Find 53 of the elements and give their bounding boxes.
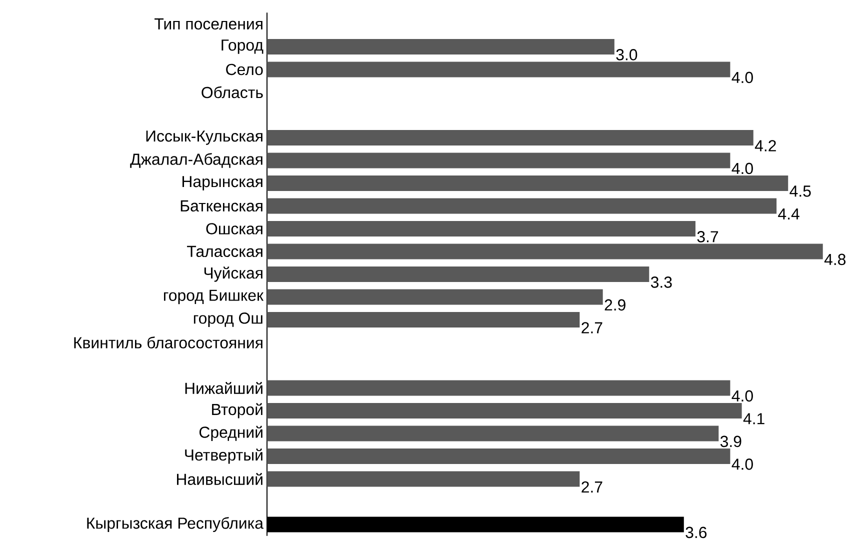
y-tick-label: Тип поселения (154, 18, 262, 30)
bar (267, 402, 742, 418)
y-tick-label: Кыргызская Республика (87, 516, 264, 532)
data-label: 4.0 (732, 458, 753, 470)
bar (267, 198, 777, 214)
data-label: 3.7 (697, 231, 718, 242)
y-tick-label: Джалал-Абадская (130, 153, 262, 168)
y-tick-label: город Бишкек (164, 290, 264, 304)
bar (267, 289, 603, 305)
bar (267, 244, 823, 260)
bar (267, 220, 696, 236)
y-tick-label: Чуйская (204, 266, 262, 282)
bar (267, 471, 580, 487)
y-tick-label: Наивысший (177, 472, 262, 485)
data-label: 4.0 (732, 72, 753, 84)
bar (267, 380, 730, 396)
data-label: 4.1 (743, 413, 764, 424)
bar (267, 130, 754, 146)
y-tick-label: Нарынская (182, 176, 262, 190)
data-label: 3.3 (650, 276, 672, 288)
y-tick-label: Баткенская (180, 200, 262, 212)
data-label: 4.2 (754, 140, 776, 152)
y-tick-label: город Ош (194, 312, 262, 327)
bar (267, 38, 614, 54)
y-tick-label: Второй (212, 403, 262, 418)
y-tick-label: Иссык-Кульская (146, 130, 262, 145)
data-label: 4.4 (778, 208, 800, 220)
bar (267, 448, 730, 464)
data-label: 3.0 (616, 49, 638, 60)
y-tick-label: Средний (199, 426, 262, 442)
data-label: 4.0 (732, 162, 753, 174)
data-label: 4.5 (790, 186, 811, 197)
bar (267, 62, 730, 78)
bar (267, 266, 650, 282)
data-label: 4.8 (824, 254, 846, 266)
y-tick-label: Квинтиль благосостояния (74, 336, 262, 348)
bar (267, 426, 719, 442)
data-label: 3.6 (686, 526, 707, 538)
y-tick-label: Область (202, 86, 263, 98)
data-label: 4.0 (732, 390, 753, 402)
data-label: 3.9 (720, 436, 742, 448)
bar (267, 175, 788, 191)
y-tick-label: Нижайший (185, 382, 262, 394)
bar (267, 312, 580, 328)
y-tick-label: Город (222, 40, 264, 54)
data-label: 2.7 (582, 322, 602, 334)
y-tick-label: Село (226, 64, 263, 76)
data-label: 2.9 (604, 299, 626, 311)
data-label: 2.7 (582, 481, 602, 493)
y-tick-label: Четвертый (185, 448, 262, 464)
y-tick-label: Ошская (206, 223, 262, 234)
y-tick-label: Таласская (187, 246, 262, 258)
bar (267, 152, 730, 168)
